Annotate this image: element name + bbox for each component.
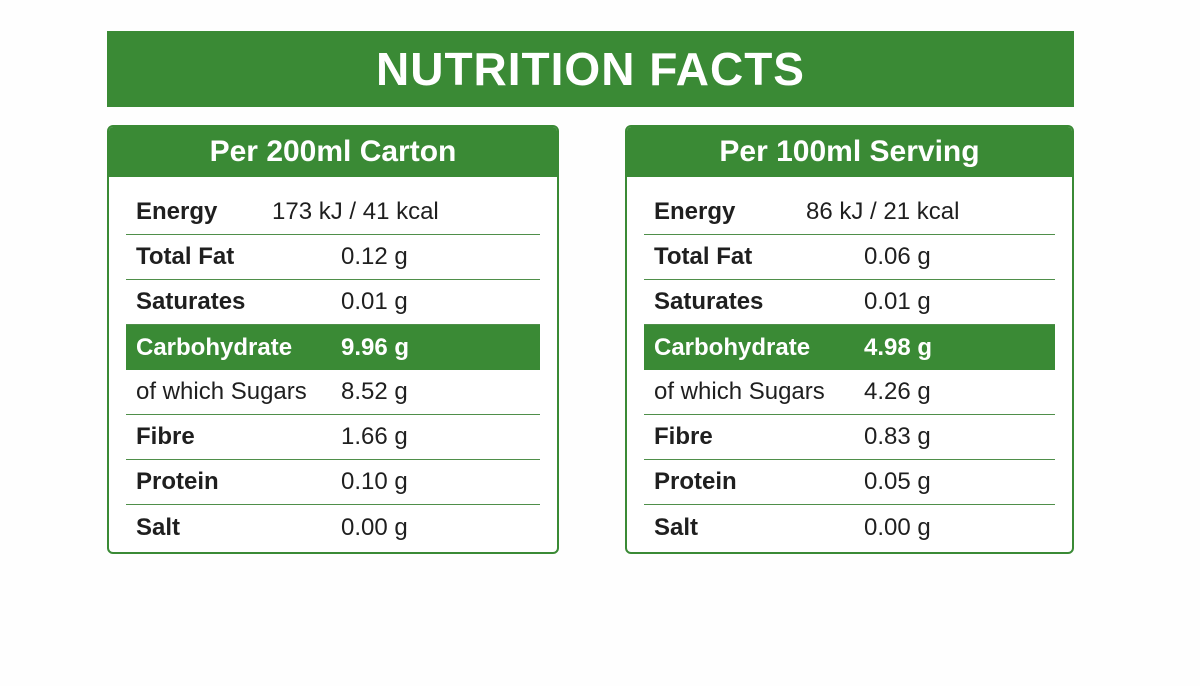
nutrient-row-salt: Salt 0.00 g [126,505,540,550]
nutrient-row-carbohydrate: Carbohydrate 9.96 g [126,325,540,370]
nutrient-row-saturates: Saturates 0.01 g [644,280,1055,325]
nutrient-value: 0.01 g [341,288,408,315]
nutrition-panel-serving: Per 100ml Serving Energy 86 kJ / 21 kcal… [625,125,1074,554]
nutrient-label: Saturates [654,288,764,315]
nutrient-row-carbohydrate: Carbohydrate 4.98 g [644,325,1055,370]
nutrient-row-fibre: Fibre 1.66 g [126,415,540,460]
panel-title: Per 100ml Serving [719,135,980,168]
nutrient-label: Protein [654,468,737,495]
nutrient-value: 0.00 g [864,513,931,541]
title-banner: NUTRITION FACTS [107,31,1074,107]
nutrient-label: Carbohydrate [654,333,811,361]
nutrient-row-total-fat: Total Fat 0.12 g [126,235,540,280]
nutrient-list: Energy 173 kJ / 41 kcal Total Fat 0.12 g… [126,190,540,550]
nutrient-row-protein: Protein 0.10 g [126,460,540,505]
nutrient-label: Total Fat [136,243,235,270]
nutrient-label: Energy [654,198,736,225]
nutrient-value: 4.26 g [864,378,931,405]
nutrient-value: 0.10 g [341,468,408,495]
nutrient-label: Fibre [654,423,713,450]
nutrient-label: Total Fat [654,243,753,270]
nutrient-value: 0.83 g [864,423,931,450]
nutrient-row-sugars: of which Sugars 8.52 g [126,370,540,415]
nutrient-label: Carbohydrate [136,333,293,361]
nutrient-row-sugars: of which Sugars 4.26 g [644,370,1055,415]
nutrient-row-energy: Energy 86 kJ / 21 kcal [644,190,1055,235]
panel-title: Per 200ml Carton [209,135,457,168]
nutrient-value: 0.01 g [864,288,931,315]
nutrient-value: 4.98 g [864,333,933,361]
nutrient-label: of which Sugars [136,378,307,405]
panel-header: Per 100ml Serving [627,127,1072,177]
nutrient-label: Saturates [136,288,246,315]
panel-header: Per 200ml Carton [109,127,557,177]
nutrient-value: 1.66 g [341,423,408,450]
nutrient-value: 0.12 g [341,243,408,270]
nutrition-panel-carton: Per 200ml Carton Energy 173 kJ / 41 kcal… [107,125,559,554]
nutrient-value: 8.52 g [341,378,408,405]
nutrient-label: Fibre [136,423,195,450]
nutrient-list: Energy 86 kJ / 21 kcal Total Fat 0.06 g … [644,190,1055,550]
nutrient-value: 173 kJ / 41 kcal [272,198,439,225]
nutrient-value: 0.00 g [341,513,408,541]
nutrient-row-total-fat: Total Fat 0.06 g [644,235,1055,280]
nutrient-label: Protein [136,468,219,495]
nutrient-value: 0.06 g [864,243,931,270]
nutrient-label: of which Sugars [654,378,825,405]
nutrient-label: Salt [136,513,181,541]
nutrient-value: 9.96 g [341,333,410,361]
nutrient-label: Energy [136,198,218,225]
nutrient-label: Salt [654,513,699,541]
nutrient-value: 0.05 g [864,468,931,495]
nutrient-row-energy: Energy 173 kJ / 41 kcal [126,190,540,235]
nutrient-row-salt: Salt 0.00 g [644,505,1055,550]
nutrient-row-fibre: Fibre 0.83 g [644,415,1055,460]
nutrient-value: 86 kJ / 21 kcal [806,198,960,225]
nutrient-row-protein: Protein 0.05 g [644,460,1055,505]
nutrient-row-saturates: Saturates 0.01 g [126,280,540,325]
page-title: NUTRITION FACTS [376,43,805,95]
